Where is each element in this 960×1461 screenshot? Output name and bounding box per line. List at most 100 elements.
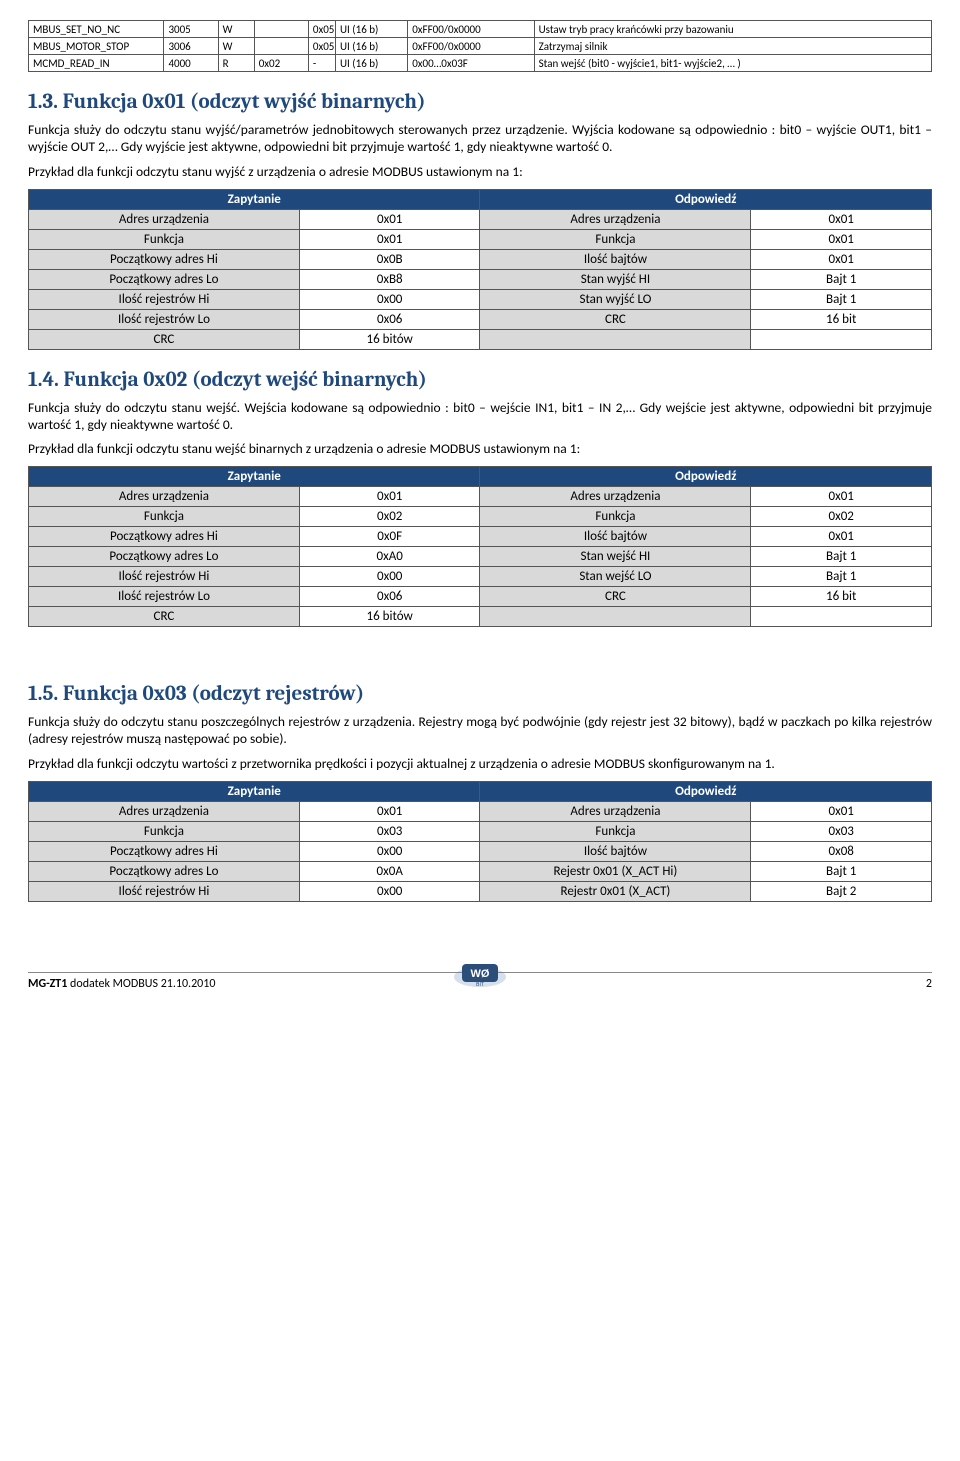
- table-cell: 0x02: [299, 507, 480, 527]
- table-cell: Stan wyjść LO: [480, 289, 751, 309]
- table-row: Ilość rejestrów Hi0x00Rejestr 0x01 (X_AC…: [29, 881, 932, 901]
- table-1-5: Zapytanie Odpowiedź Adres urządzenia0x01…: [28, 781, 932, 902]
- table-cell: Ilość rejestrów Hi: [29, 567, 300, 587]
- table-cell: Ilość rejestrów Hi: [29, 881, 300, 901]
- hdr-response: Odpowiedź: [480, 467, 932, 487]
- table-cell: Funkcja: [480, 507, 751, 527]
- table-cell: Bajt 2: [751, 881, 932, 901]
- table-row: MBUS_MOTOR_STOP3006W0x05UI (16 b)0xFF00/…: [29, 38, 932, 55]
- table-cell: [751, 329, 932, 349]
- table-cell: 0x01: [299, 487, 480, 507]
- table-cell: 0x01: [751, 487, 932, 507]
- table-cell: 3006: [164, 38, 218, 55]
- footer-left: MG-ZT1 dodatek MODBUS 21.10.2010: [28, 977, 215, 991]
- svg-text:WØ: WØ: [471, 968, 490, 980]
- section-1-5-p1: Funkcja służy do odczytu stanu poszczegó…: [28, 714, 932, 748]
- table-cell: Adres urządzenia: [29, 209, 300, 229]
- table-cell: 0xFF00/0x0000: [408, 38, 534, 55]
- table-cell: [480, 607, 751, 627]
- table-row: MCMD_READ_IN4000R0x02-UI (16 b)0x00…0x03…: [29, 55, 932, 72]
- table-row: Początkowy adres Lo0xA0Stan wejść HIBajt…: [29, 547, 932, 567]
- table-cell: UI (16 b): [335, 21, 407, 38]
- table-cell: 0x00…0x03F: [408, 55, 534, 72]
- table-cell: 0x00: [299, 289, 480, 309]
- section-1-3-p2: Przykład dla funkcji odczytu stanu wyjść…: [28, 164, 932, 181]
- footer-page-number: 2: [926, 977, 932, 991]
- table-cell: Funkcja: [29, 821, 300, 841]
- table-cell: Funkcja: [29, 507, 300, 527]
- table-row: Adres urządzenia0x01Adres urządzenia0x01: [29, 801, 932, 821]
- table-cell: 0x05: [308, 38, 335, 55]
- table-cell: Początkowy adres Lo: [29, 269, 300, 289]
- table-cell: 4000: [164, 55, 218, 72]
- footer-logo: WØ BIT: [453, 959, 507, 993]
- table-cell: Bajt 1: [751, 567, 932, 587]
- table-cell: -: [308, 55, 335, 72]
- table-cell: Adres urządzenia: [29, 487, 300, 507]
- table-cell: 0x01: [299, 801, 480, 821]
- table-row: Ilość rejestrów Hi0x00Stan wyjść LOBajt …: [29, 289, 932, 309]
- table-row: Adres urządzenia0x01Adres urządzenia0x01: [29, 487, 932, 507]
- table-row: CRC16 bitów: [29, 607, 932, 627]
- table-cell: CRC: [480, 587, 751, 607]
- table-cell: [480, 329, 751, 349]
- table-cell: 16 bitów: [299, 329, 480, 349]
- table-cell: Funkcja: [480, 821, 751, 841]
- table-cell: Początkowy adres Hi: [29, 527, 300, 547]
- table-cell: 0x06: [299, 309, 480, 329]
- section-1-4-p2: Przykład dla funkcji odczytu stanu wejść…: [28, 441, 932, 458]
- table-cell: 0xFF00/0x0000: [408, 21, 534, 38]
- table-cell: 0x00: [299, 881, 480, 901]
- register-table: MBUS_SET_NO_NC3005W0x05UI (16 b)0xFF00/0…: [28, 20, 932, 72]
- table-cell: 0x01: [751, 209, 932, 229]
- table-row: Ilość rejestrów Lo0x06CRC16 bit: [29, 587, 932, 607]
- table-cell: 0xA0: [299, 547, 480, 567]
- table-row: Funkcja0x01Funkcja0x01: [29, 229, 932, 249]
- table-cell: UI (16 b): [335, 38, 407, 55]
- hdr-response: Odpowiedź: [480, 781, 932, 801]
- table-cell: Bajt 1: [751, 289, 932, 309]
- table-cell: Ilość rejestrów Lo: [29, 587, 300, 607]
- hdr-query: Zapytanie: [29, 467, 480, 487]
- table-cell: W: [218, 21, 254, 38]
- table-row: Funkcja0x02Funkcja0x02: [29, 507, 932, 527]
- table-cell: 0x03: [751, 821, 932, 841]
- footer-doc-code: MG-ZT1: [28, 977, 67, 991]
- table-cell: Funkcja: [480, 229, 751, 249]
- table-cell: R: [218, 55, 254, 72]
- table-cell: Bajt 1: [751, 861, 932, 881]
- hdr-query: Zapytanie: [29, 781, 480, 801]
- table-cell: 0x0A: [299, 861, 480, 881]
- table-cell: Bajt 1: [751, 269, 932, 289]
- table-cell: Początkowy adres Hi: [29, 249, 300, 269]
- table-row: Ilość rejestrów Lo0x06CRC16 bit: [29, 309, 932, 329]
- table-cell: 0x00: [299, 841, 480, 861]
- table-row: Początkowy adres Hi0x00Ilość bajtów0x08: [29, 841, 932, 861]
- table-cell: Bajt 1: [751, 547, 932, 567]
- page-footer: MG-ZT1 dodatek MODBUS 21.10.2010 WØ BIT …: [28, 972, 932, 991]
- table-cell: [254, 38, 308, 55]
- table-cell: 16 bit: [751, 309, 932, 329]
- table-cell: [751, 607, 932, 627]
- table-cell: 0x0F: [299, 527, 480, 547]
- table-cell: Rejestr 0x01 (X_ACT): [480, 881, 751, 901]
- table-cell: UI (16 b): [335, 55, 407, 72]
- table-cell: Stan wejść (bit0 - wyjście1, bit1- wyjśc…: [534, 55, 931, 72]
- section-1-5-p2: Przykład dla funkcji odczytu wartości z …: [28, 756, 932, 773]
- table-cell: Stan wejść LO: [480, 567, 751, 587]
- table-cell: Początkowy adres Lo: [29, 861, 300, 881]
- table-row: Adres urządzenia0x01Adres urządzenia0x01: [29, 209, 932, 229]
- section-1-4-p1: Funkcja służy do odczytu stanu wejść. We…: [28, 400, 932, 434]
- table-row: Ilość rejestrów Hi0x00Stan wejść LOBajt …: [29, 567, 932, 587]
- table-cell: 0x03: [299, 821, 480, 841]
- table-cell: 0x06: [299, 587, 480, 607]
- table-cell: CRC: [29, 329, 300, 349]
- table-cell: Adres urządzenia: [29, 801, 300, 821]
- table-cell: MCMD_READ_IN: [29, 55, 164, 72]
- table-row: Początkowy adres Hi0x0BIlość bajtów0x01: [29, 249, 932, 269]
- table-cell: Ilość bajtów: [480, 249, 751, 269]
- table-cell: 0x01: [751, 249, 932, 269]
- table-cell: Ilość rejestrów Hi: [29, 289, 300, 309]
- table-cell: Funkcja: [29, 229, 300, 249]
- table-cell: 0x02: [254, 55, 308, 72]
